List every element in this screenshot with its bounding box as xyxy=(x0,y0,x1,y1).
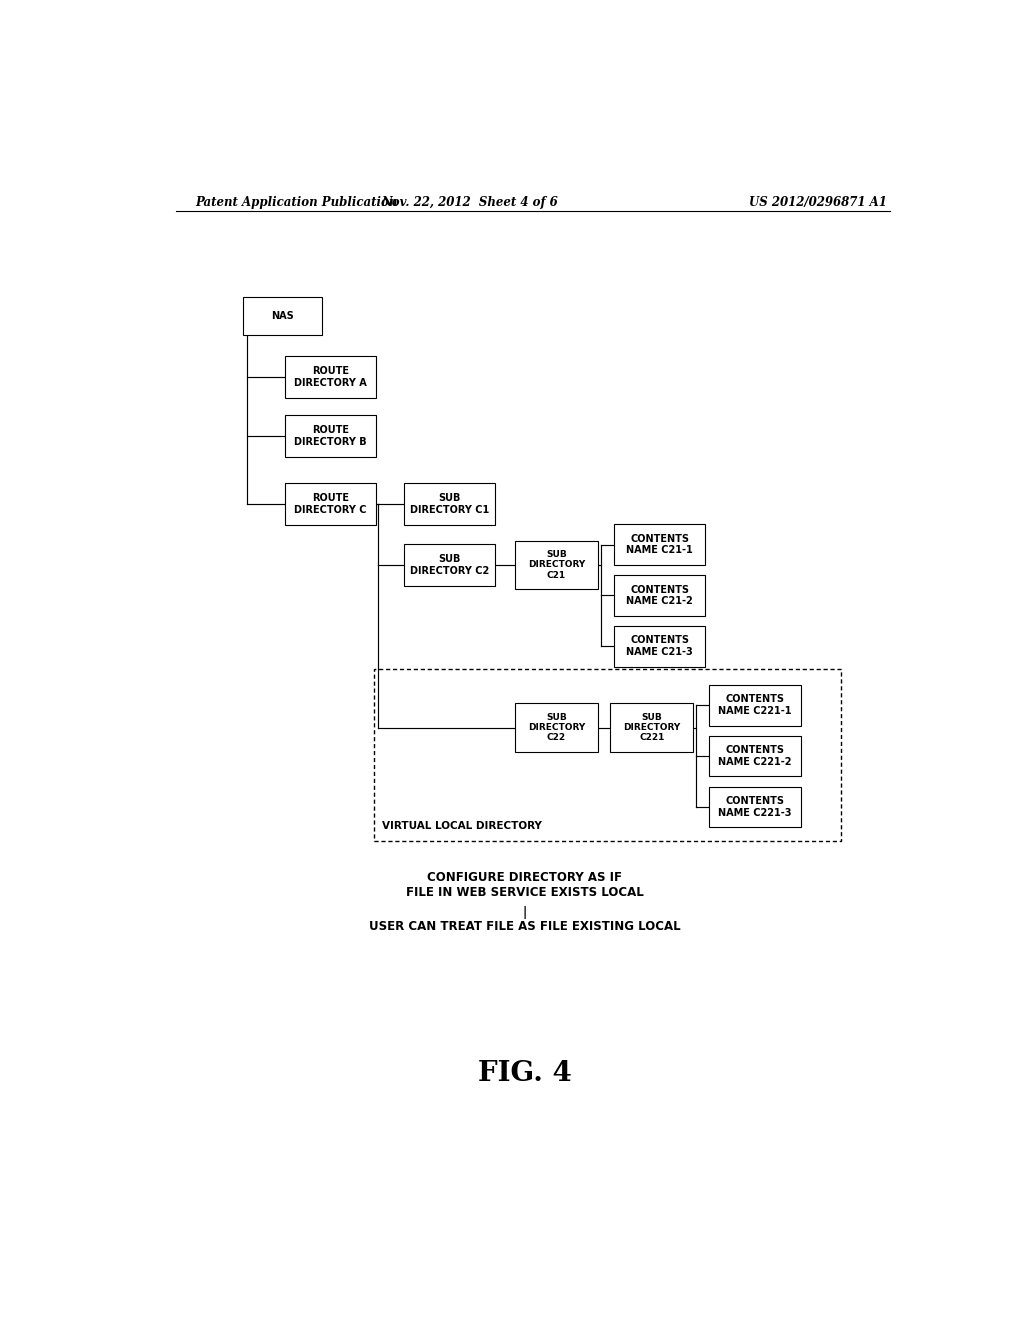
Bar xyxy=(403,483,495,525)
Text: CONTENTS
NAME C221-1: CONTENTS NAME C221-1 xyxy=(718,694,792,715)
Text: SUB
DIRECTORY C2: SUB DIRECTORY C2 xyxy=(410,554,489,576)
Text: SUB
DIRECTORY
C22: SUB DIRECTORY C22 xyxy=(528,713,585,742)
Text: ROUTE
DIRECTORY A: ROUTE DIRECTORY A xyxy=(294,366,367,388)
Text: NAS: NAS xyxy=(271,312,294,321)
Bar xyxy=(243,297,323,335)
Bar xyxy=(610,704,693,752)
Text: ROUTE
DIRECTORY C: ROUTE DIRECTORY C xyxy=(294,494,367,515)
Bar xyxy=(285,483,376,525)
Text: CONTENTS
NAME C21-1: CONTENTS NAME C21-1 xyxy=(627,533,693,556)
Text: CONFIGURE DIRECTORY AS IF
FILE IN WEB SERVICE EXISTS LOCAL: CONFIGURE DIRECTORY AS IF FILE IN WEB SE… xyxy=(406,871,644,899)
Bar xyxy=(515,704,598,752)
Text: SUB
DIRECTORY
C221: SUB DIRECTORY C221 xyxy=(624,713,680,742)
Bar xyxy=(614,626,706,667)
Text: SUB
DIRECTORY C1: SUB DIRECTORY C1 xyxy=(410,494,489,515)
Bar xyxy=(285,414,376,457)
Bar xyxy=(515,541,598,589)
Text: CONTENTS
NAME C21-3: CONTENTS NAME C21-3 xyxy=(627,635,693,657)
Bar xyxy=(710,685,801,726)
Text: Nov. 22, 2012  Sheet 4 of 6: Nov. 22, 2012 Sheet 4 of 6 xyxy=(381,195,558,209)
Text: FIG. 4: FIG. 4 xyxy=(478,1060,571,1086)
Bar xyxy=(710,735,801,776)
Text: CONTENTS
NAME C221-2: CONTENTS NAME C221-2 xyxy=(718,746,792,767)
Bar xyxy=(403,544,495,586)
Text: CONTENTS
NAME C221-3: CONTENTS NAME C221-3 xyxy=(718,796,792,817)
Text: US 2012/0296871 A1: US 2012/0296871 A1 xyxy=(750,195,888,209)
Text: VIRTUAL LOCAL DIRECTORY: VIRTUAL LOCAL DIRECTORY xyxy=(382,821,542,832)
Bar xyxy=(285,355,376,399)
Bar xyxy=(614,576,706,616)
Text: Patent Application Publication: Patent Application Publication xyxy=(196,195,398,209)
Text: USER CAN TREAT FILE AS FILE EXISTING LOCAL: USER CAN TREAT FILE AS FILE EXISTING LOC… xyxy=(369,920,681,933)
Text: |: | xyxy=(522,906,527,919)
Text: ROUTE
DIRECTORY B: ROUTE DIRECTORY B xyxy=(294,425,367,446)
Bar xyxy=(710,787,801,828)
Text: CONTENTS
NAME C21-2: CONTENTS NAME C21-2 xyxy=(627,585,693,606)
Bar xyxy=(374,669,841,841)
Text: SUB
DIRECTORY
C21: SUB DIRECTORY C21 xyxy=(528,550,585,579)
Bar xyxy=(614,524,706,565)
